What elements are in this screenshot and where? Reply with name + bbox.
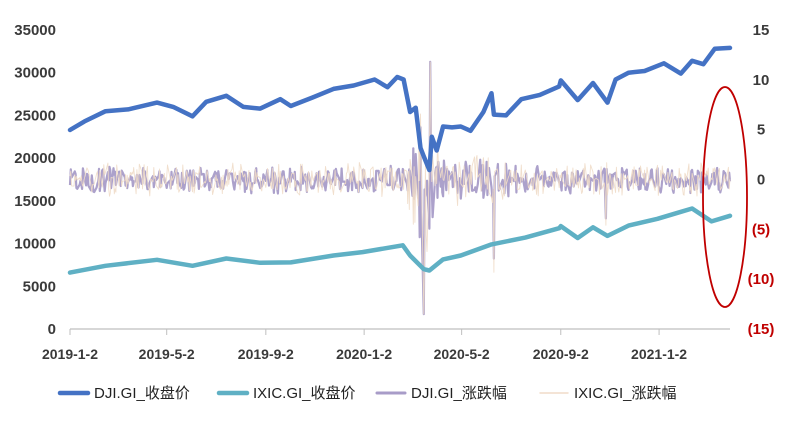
y-left-tick-label: 30000 (14, 65, 56, 82)
series-line (69, 61, 731, 315)
annotations (702, 86, 748, 308)
x-tick-label: 2020-5-2 (434, 346, 490, 362)
x-tick-label: 2020-9-2 (533, 346, 589, 362)
y-right-tick-label: 10 (753, 72, 770, 89)
x-tick-label: 2019-5-2 (139, 346, 195, 362)
axes: 0 5000 10000 15000 20000 25000 30000 35000 15 10 5… (14, 22, 774, 362)
y-right-tick-label: 5 (757, 122, 765, 139)
y-left-tick-label: 10000 (14, 236, 56, 253)
series-line (67, 206, 733, 275)
x-tick-label: 2019-1-2 (42, 346, 98, 362)
series-group (67, 45, 733, 316)
legend-label: IXIC.GI_收盘价 (253, 384, 356, 402)
y-right-tick-label: (15) (748, 321, 775, 338)
legend-label: IXIC.GI_涨跌幅 (574, 385, 677, 402)
y-right-tick-label: (5) (752, 221, 770, 238)
y-left-tick-label: 5000 (23, 278, 56, 295)
y-left-tick-label: 20000 (14, 150, 56, 167)
y-left-tick-label: 15000 (14, 193, 56, 210)
y-right-tick-label: 0 (757, 172, 765, 189)
legend-label: DJI.GI_收盘价 (94, 384, 190, 402)
series-line (67, 45, 733, 173)
y-left-tick-label: 0 (48, 321, 56, 338)
x-tick-label: 2019-9-2 (238, 346, 294, 362)
x-tick-label: 2020-1-2 (336, 346, 392, 362)
y-right-tick-label: 15 (753, 22, 770, 39)
annotation-ellipse (702, 86, 748, 308)
series-line (68, 60, 732, 316)
x-tick-label: 2021-1-2 (631, 346, 687, 362)
legend: DJI.GI_收盘价 IXIC.GI_收盘价 DJI.GI_涨跌幅 IXIC.GI_涨… (57, 384, 677, 402)
y-right-tick-label: (10) (748, 271, 775, 288)
legend-label: DJI.GI_涨跌幅 (411, 385, 507, 402)
y-left-tick-label: 35000 (14, 22, 56, 39)
y-left-tick-label: 25000 (14, 107, 56, 124)
